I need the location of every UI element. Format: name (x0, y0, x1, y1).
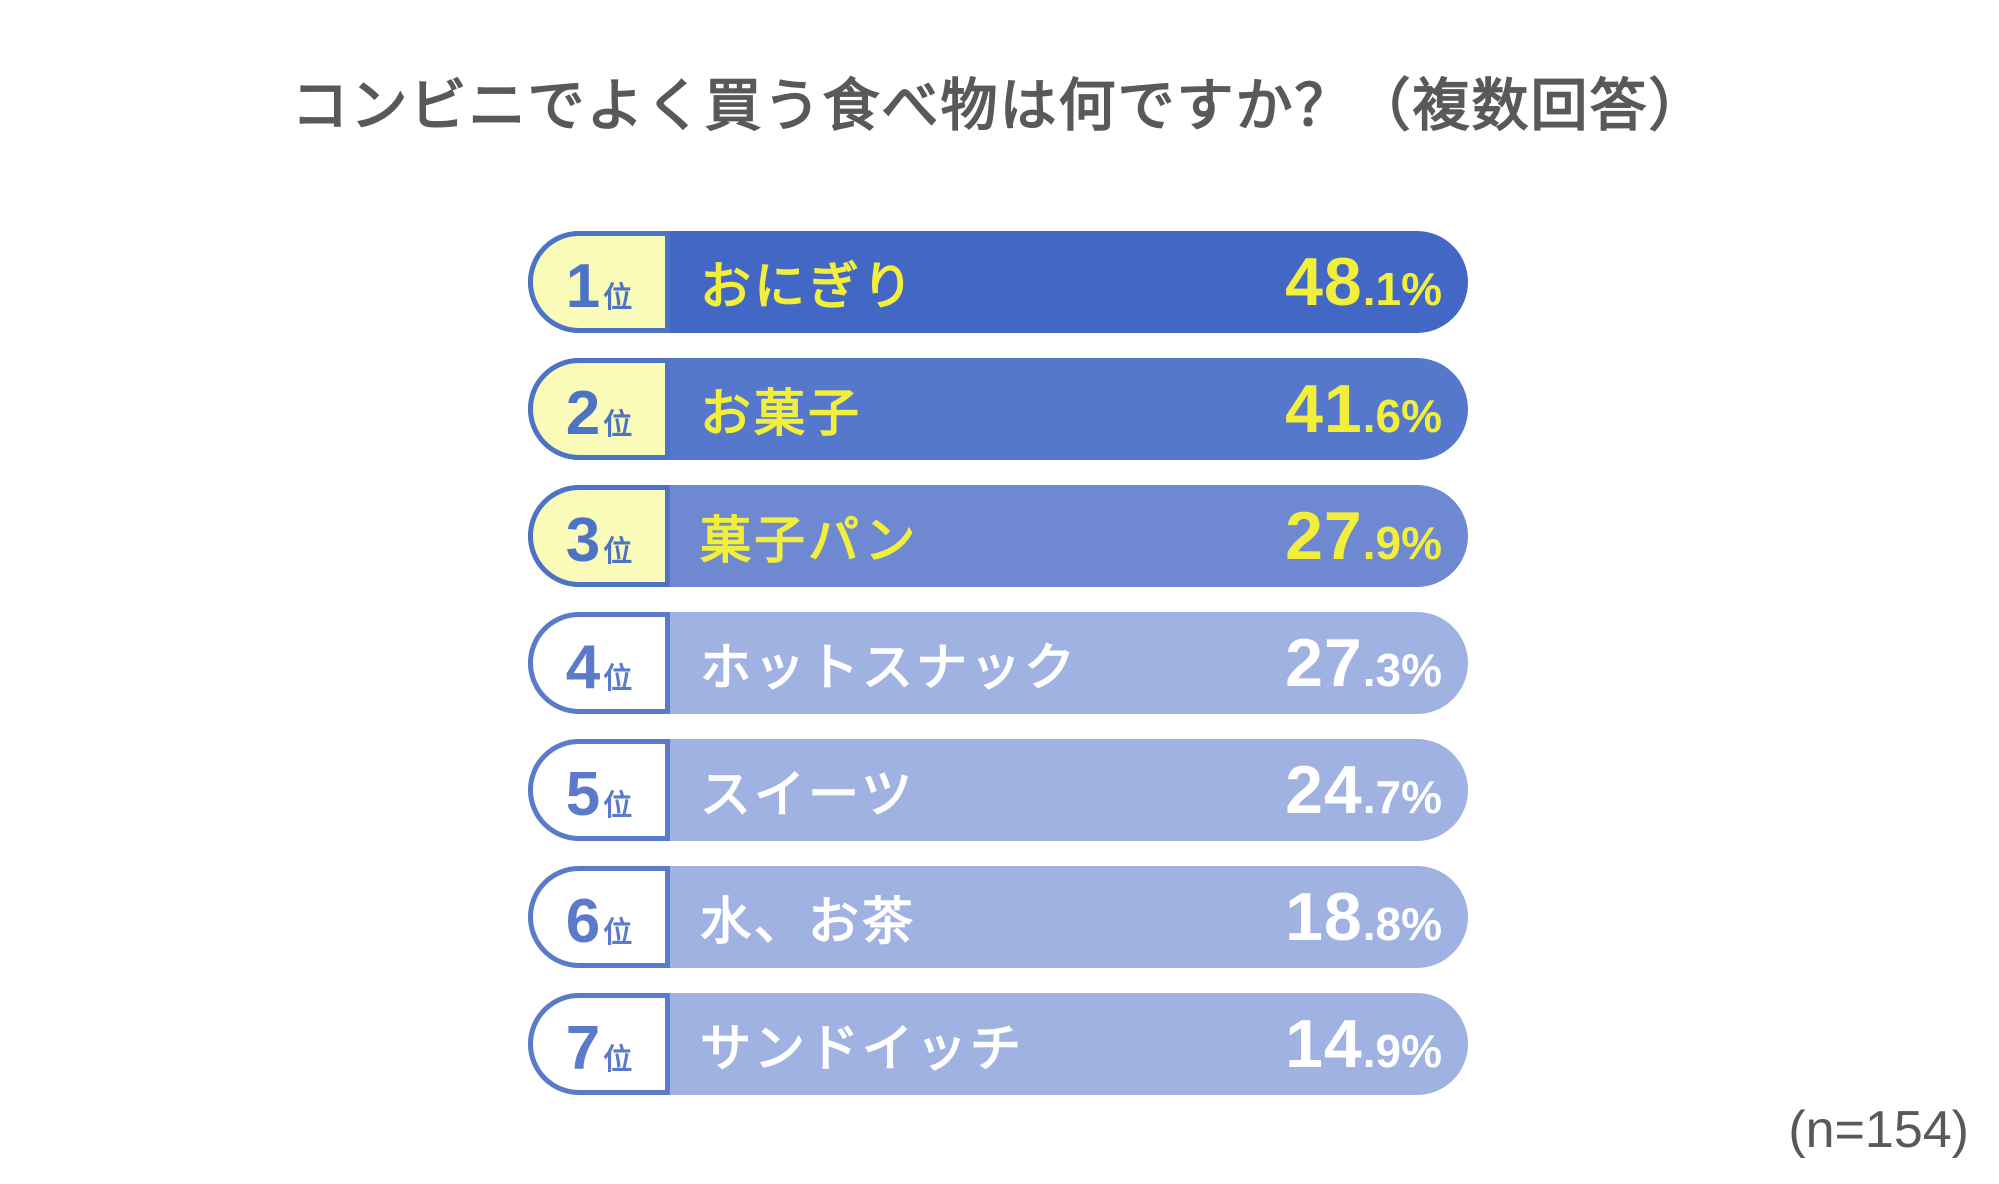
item-percent: 41 .6% (1285, 375, 1442, 443)
rank-number: 6 (565, 887, 601, 956)
percent-fraction: .7% (1362, 771, 1442, 823)
ranking-list: 1 位 おにぎり 48 .1% 2 位 お菓子 41 .6% 3 位 (528, 231, 1468, 1120)
percent-fraction: .8% (1362, 898, 1442, 950)
percent-integer: 18 (1285, 879, 1363, 955)
rank-suffix: 位 (603, 790, 633, 822)
item-percent: 24 .7% (1285, 756, 1442, 824)
item-label: サンドイッチ (700, 1020, 1025, 1077)
item-percent: 48 .1% (1285, 248, 1442, 316)
ranking-row-4: 4 位 ホットスナック 27 .3% (528, 612, 1468, 714)
ranking-row-5: 5 位 スイーツ 24 .7% (528, 739, 1468, 841)
rank-badge-7: 7 位 (528, 993, 670, 1095)
chart-title: コンビニでよく買う食べ物は何ですか？（複数回答） (291, 74, 1708, 138)
rank-number: 1 (565, 252, 601, 321)
rank-number: 7 (565, 1014, 601, 1083)
item-percent: 27 .9% (1285, 502, 1442, 570)
item-label: ホットスナック (700, 639, 1079, 696)
percent-integer: 27 (1285, 498, 1363, 574)
item-label: おにぎり (700, 258, 917, 315)
sample-size-note: (n=154) (1788, 1101, 1969, 1159)
rank-badge-3: 3 位 (528, 485, 670, 587)
rank-badge-1: 1 位 (528, 231, 670, 333)
rank-badge-4: 4 位 (528, 612, 670, 714)
percent-fraction: .3% (1362, 644, 1442, 696)
ranking-row-7: 7 位 サンドイッチ 14 .9% (528, 993, 1468, 1095)
ranking-row-6: 6 位 水、お茶 18 .8% (528, 866, 1468, 968)
item-percent: 14 .9% (1285, 1010, 1442, 1078)
percent-integer: 27 (1285, 625, 1363, 701)
item-label: 水、お茶 (700, 893, 917, 950)
item-label: スイーツ (700, 766, 915, 823)
rank-suffix: 位 (603, 1044, 633, 1076)
percent-integer: 24 (1285, 752, 1363, 828)
rank-number: 2 (565, 379, 601, 448)
rank-suffix: 位 (603, 663, 633, 695)
rank-suffix: 位 (603, 536, 633, 568)
percent-integer: 41 (1285, 371, 1363, 447)
rank-number: 3 (565, 506, 601, 575)
rank-badge-5: 5 位 (528, 739, 670, 841)
percent-fraction: .1% (1362, 263, 1442, 315)
ranking-row-2: 2 位 お菓子 41 .6% (528, 358, 1468, 460)
rank-suffix: 位 (603, 917, 633, 949)
percent-fraction: .6% (1362, 390, 1442, 442)
item-percent: 27 .3% (1285, 629, 1442, 697)
item-percent: 18 .8% (1285, 883, 1442, 951)
percent-fraction: .9% (1362, 1025, 1442, 1077)
item-label: お菓子 (700, 385, 863, 442)
item-label: 菓子パン (700, 512, 919, 569)
ranking-row-3: 3 位 菓子パン 27 .9% (528, 485, 1468, 587)
percent-integer: 48 (1285, 244, 1363, 320)
rank-suffix: 位 (603, 282, 633, 314)
rank-number: 4 (565, 633, 601, 702)
rank-number: 5 (565, 760, 601, 829)
rank-badge-2: 2 位 (528, 358, 670, 460)
rank-suffix: 位 (603, 409, 633, 441)
percent-fraction: .9% (1362, 517, 1442, 569)
rank-badge-6: 6 位 (528, 866, 670, 968)
ranking-row-1: 1 位 おにぎり 48 .1% (528, 231, 1468, 333)
percent-integer: 14 (1285, 1006, 1363, 1082)
